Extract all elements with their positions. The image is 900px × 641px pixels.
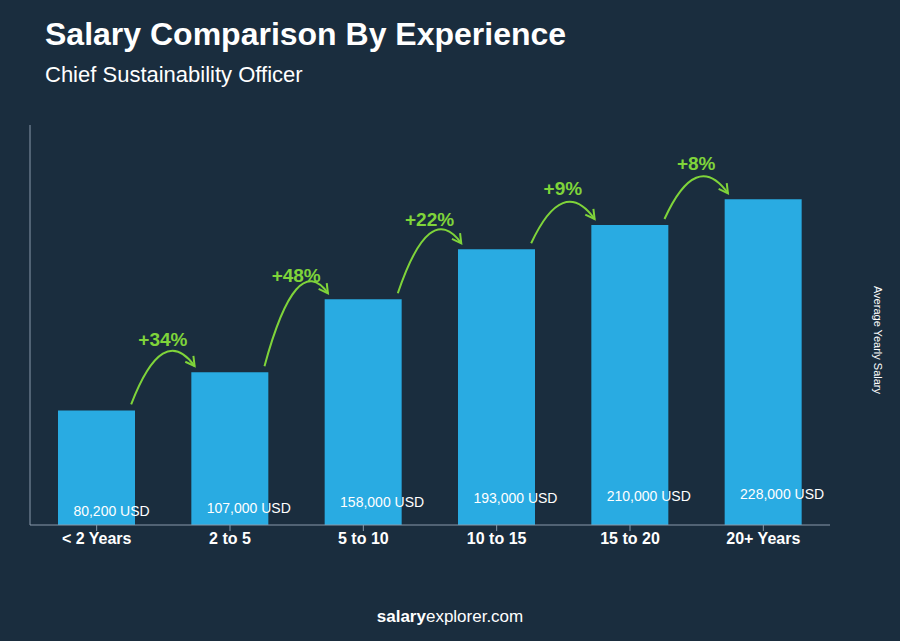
svg-text:+22%: +22% (405, 209, 454, 230)
svg-text:< 2 Years: < 2 Years (62, 530, 132, 547)
svg-text:210,000 USD: 210,000 USD (607, 488, 691, 504)
svg-text:+9%: +9% (544, 178, 583, 199)
svg-text:15 to 20: 15 to 20 (600, 530, 660, 547)
svg-text:193,000 USD: 193,000 USD (473, 490, 557, 506)
html-text:salary explorer.com: salary explorer.com (376, 607, 524, 626)
svg-text:80,200 USD: 80,200 USD (73, 503, 149, 519)
svg-text:20+ Years: 20+ Years (726, 530, 800, 547)
html-text:Chief Sustainability Officer: Chief Sustainability Officer (45, 62, 303, 87)
svg-text:107,000 USD: 107,000 USD (207, 500, 291, 516)
svg-text:+48%: +48% (272, 265, 321, 286)
svg-text:5 to 10: 5 to 10 (338, 530, 389, 547)
svg-text:158,000 USD: 158,000 USD (340, 494, 424, 510)
html-text:Salary Comparison By Experienc: Salary Comparison By Experience (45, 16, 567, 52)
svg-text:+34%: +34% (138, 329, 187, 350)
svg-text:2 to 5: 2 to 5 (209, 530, 251, 547)
svg-text:228,000 USD: 228,000 USD (740, 486, 824, 502)
html-text:Average Yearly Salary: Average Yearly Salary (872, 286, 884, 394)
svg-text:10 to 15: 10 to 15 (467, 530, 527, 547)
svg-text:+8%: +8% (677, 153, 716, 174)
